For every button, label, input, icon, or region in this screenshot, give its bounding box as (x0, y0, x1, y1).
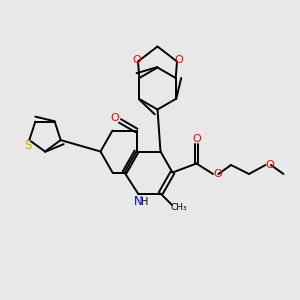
Text: CH₃: CH₃ (170, 203, 187, 212)
Text: O: O (110, 113, 119, 124)
Text: N: N (134, 195, 143, 208)
Text: S: S (24, 139, 32, 152)
Text: O: O (132, 55, 141, 65)
Text: O: O (213, 169, 222, 179)
Text: O: O (266, 160, 274, 170)
Text: H: H (141, 197, 148, 207)
Text: O: O (192, 134, 201, 145)
Text: O: O (174, 55, 183, 65)
